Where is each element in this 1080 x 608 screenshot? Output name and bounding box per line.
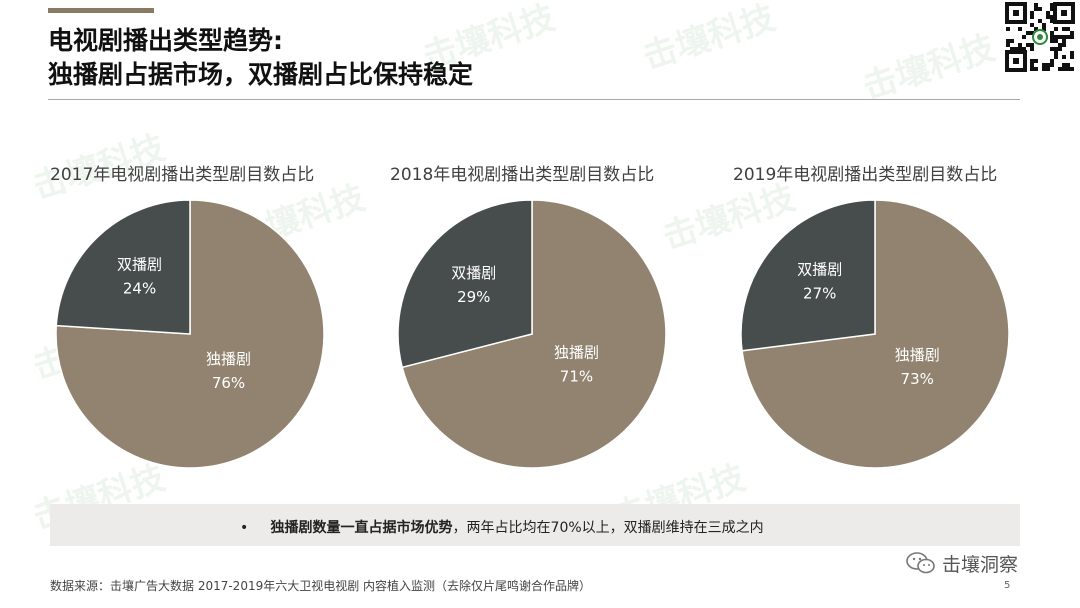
page-title: 电视剧播出类型趋势: 独播剧占据市场，双播剧占比保持稳定 — [48, 24, 948, 92]
dual-slice-value: 29% — [457, 288, 490, 306]
title-divider — [48, 99, 1020, 100]
exclusive-slice-value: 76% — [212, 374, 245, 392]
summary-rest: ，两年占比均在70%以上，双播剧维持在三成之内 — [452, 520, 764, 536]
pie-chart-2017: 独播剧 76% 双播剧 24% — [55, 199, 325, 469]
exclusive-slice-value: 73% — [901, 370, 934, 388]
page-number: 5 — [1004, 580, 1011, 591]
wechat-icon — [906, 552, 935, 574]
summary-bullet: • — [240, 520, 249, 536]
summary-bold: 独播剧数量一直占据市场优势 — [270, 520, 453, 536]
qr-code-icon — [1005, 2, 1075, 72]
summary-text: • 独播剧数量一直占据市场优势，两年占比均在70%以上，双播剧维持在三成之内 — [240, 517, 764, 537]
pie-chart-2019: 独播剧 73% 双播剧 27% — [740, 199, 1010, 469]
pie-slice-dual — [55, 199, 191, 335]
brand-name: 击壤洞察 — [942, 553, 1019, 576]
chart-title-2019: 2019年电视剧播出类型剧目数占比 — [733, 165, 998, 185]
title-accent-bar — [48, 8, 154, 13]
exclusive-slice-label: 独播剧 — [895, 346, 940, 364]
chart-title-2018: 2018年电视剧播出类型剧目数占比 — [390, 165, 655, 185]
title-line-2: 独播剧占据市场，双播剧占比保持稳定 — [48, 60, 474, 89]
dual-slice-label: 双播剧 — [451, 264, 496, 282]
pie-slice-exclusive — [401, 199, 667, 469]
wechat-brand: 击壤洞察 — [906, 549, 1018, 577]
dual-slice-value: 27% — [803, 284, 836, 302]
pie-slice-dual — [740, 199, 876, 352]
dual-slice-label: 双播剧 — [797, 260, 842, 278]
dual-slice-value: 24% — [123, 279, 156, 297]
exclusive-slice-label: 独播剧 — [554, 343, 599, 361]
exclusive-slice-label: 独播剧 — [206, 350, 251, 368]
summary-box — [50, 504, 1020, 546]
title-line-1: 电视剧播出类型趋势: — [48, 26, 283, 55]
pie-slice-dual — [397, 199, 533, 369]
data-source-note: 数据来源：击壤广告大数据 2017-2019年六大卫视电视剧 内容植入监测（去除… — [50, 579, 592, 593]
pie-chart-2018: 独播剧 71% 双播剧 29% — [397, 199, 667, 469]
chart-title-2017: 2017年电视剧播出类型剧目数占比 — [50, 165, 315, 185]
exclusive-slice-value: 71% — [560, 367, 593, 385]
dual-slice-label: 双播剧 — [117, 255, 162, 273]
